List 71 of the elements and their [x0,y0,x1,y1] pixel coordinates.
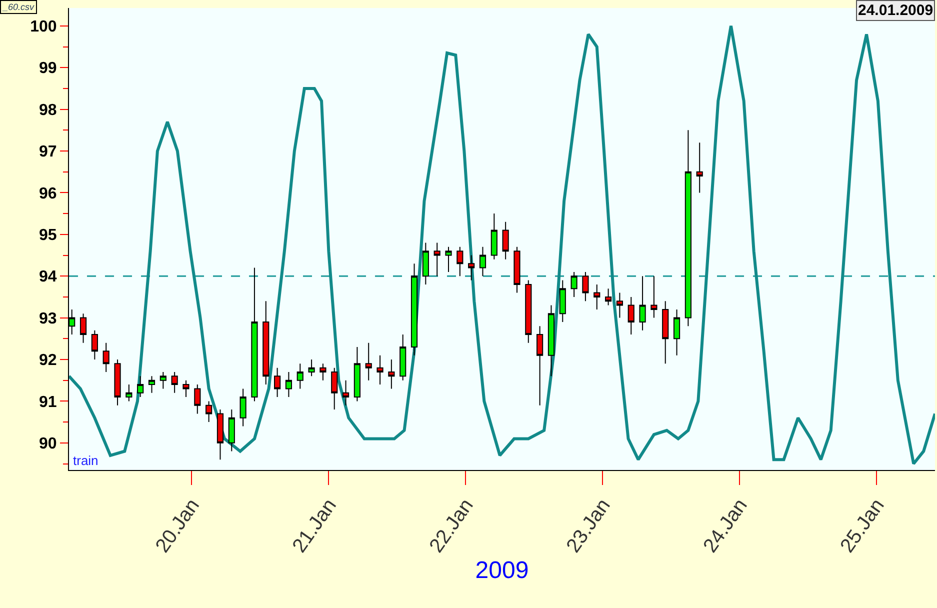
candlestick [628,296,634,335]
candlestick [502,221,509,260]
y-tick-label: 100 [30,18,57,36]
y-tick-label: 94 [39,268,57,286]
candlestick [468,254,475,281]
candlestick [490,213,498,260]
annotation: 24.01.2009 [858,2,934,19]
candlestick [536,326,544,406]
candlestick [274,367,281,398]
candlestick [251,267,258,402]
candlestick [410,263,418,356]
candlestick [582,271,589,302]
candlestick [696,142,703,194]
candlestick [308,359,315,377]
y-tick-label: 92 [39,352,57,370]
candlestick [102,342,110,373]
candlestick [479,246,486,277]
candlestick [594,284,600,310]
candlestick [684,130,692,327]
candlestick [570,271,578,298]
candlestick [240,388,246,427]
candlestick [434,242,440,277]
candlestick [194,384,201,414]
candlestick [206,400,212,423]
candlestick [354,346,360,402]
candlestick [216,409,224,460]
candlestick [114,359,121,406]
candlestick [148,376,156,394]
candlestick [559,280,566,322]
candlestick [296,363,304,390]
candlestick [320,363,326,381]
y-tick-label: 91 [39,394,57,411]
y-tick-label: 98 [39,102,57,119]
y-tick-label: 97 [39,144,57,161]
candlestick [376,354,384,386]
annotation: train [73,453,98,468]
y-tick-label: 95 [39,227,57,244]
candlestick [456,246,464,277]
candlestick [548,304,555,377]
candlestick [388,359,395,390]
candlestick [262,300,270,386]
y-tick-label: 93 [39,310,57,328]
candlestick [365,342,372,381]
candlestick [171,372,178,394]
candlestick [160,372,166,390]
candlestick [525,280,532,344]
y-tick-label: 96 [39,185,57,202]
candlestick [514,246,520,294]
text: _60.csv [2,2,35,12]
candlestick [285,372,292,398]
candlestick [650,276,658,318]
candlestick [445,246,452,272]
candlestick [126,384,132,402]
y-tick-label: 99 [39,60,57,78]
candlestick [616,292,623,318]
candlestick [673,308,680,356]
candlestick [91,330,98,360]
candlestick [137,376,144,398]
candlestick [331,367,338,410]
candlestick [228,409,235,452]
y-tick-label: 90 [39,436,57,452]
line-series [69,24,935,466]
candlestick [182,380,190,398]
candlestick [80,313,87,344]
candlestick [342,380,350,406]
candlestick [662,300,669,364]
candlestick [422,242,429,285]
candlestick [639,276,646,331]
candlestick [604,288,612,306]
x-axis-title: 2009 [475,556,529,584]
candlestick [400,334,406,381]
